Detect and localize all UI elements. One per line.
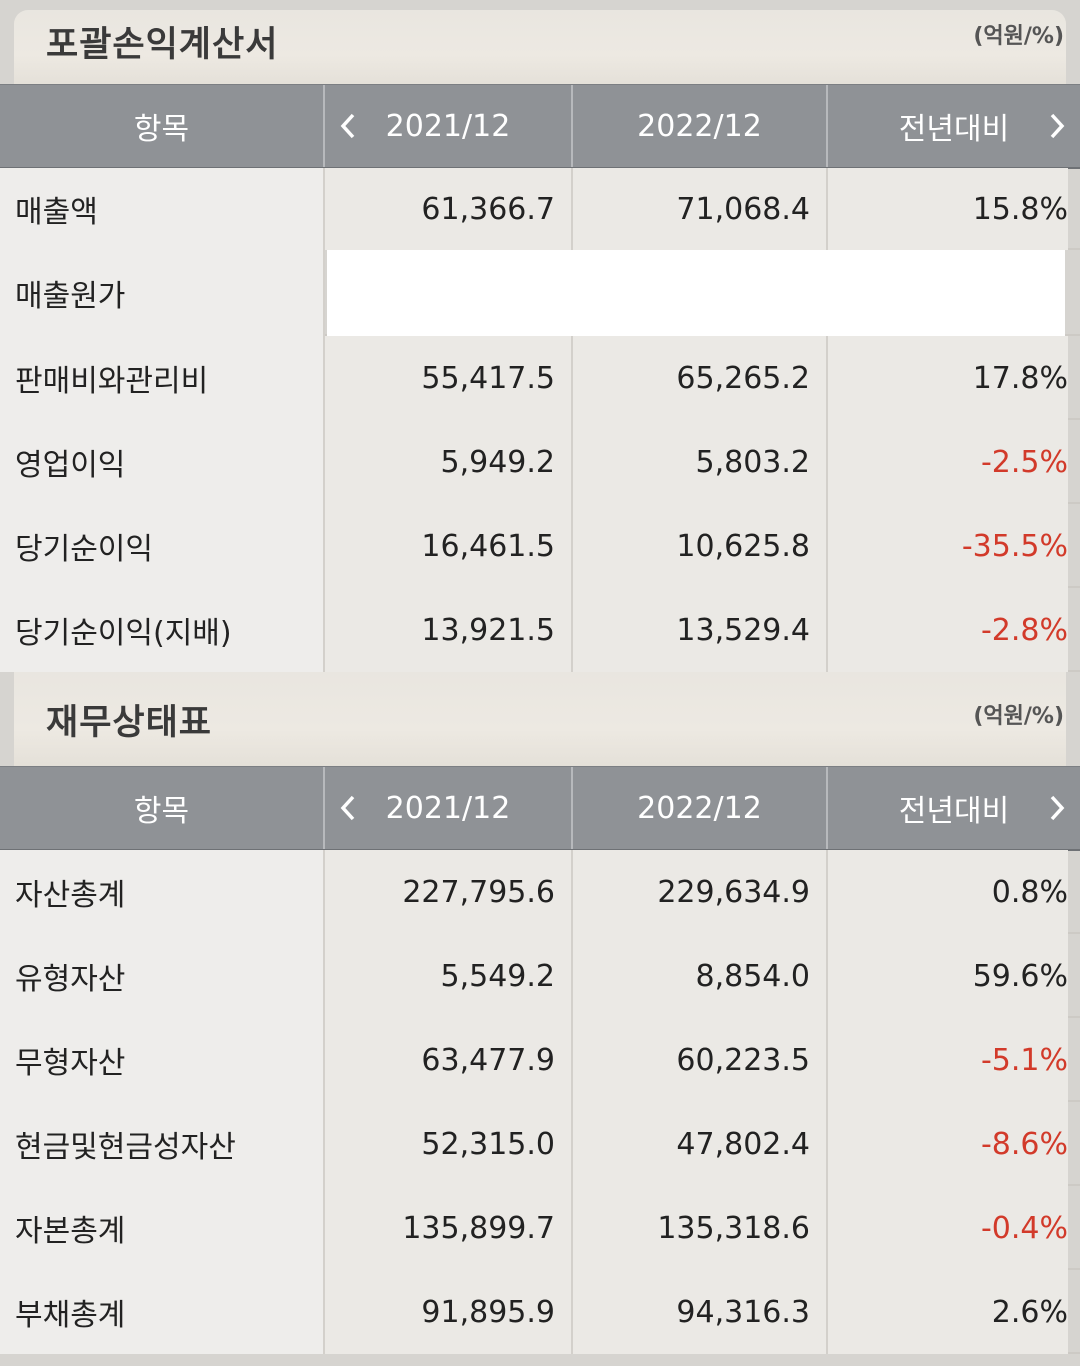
row-value-yoy: 2.6% [828, 1270, 1068, 1354]
row-value-2022: 5,803.2 [573, 420, 828, 504]
row-label: 부채총계 [0, 1270, 325, 1354]
row-value-2021: 135,899.7 [325, 1186, 573, 1270]
row-label: 무형자산 [0, 1018, 325, 1102]
income-header-row: 항목 2021/12 2022/12 전년대비 [0, 84, 1080, 169]
table-row: 유형자산 5,549.2 8,854.0 59.6% [0, 934, 1080, 1018]
row-label: 판매비와관리비 [0, 336, 325, 420]
row-value-2021: 13,921.5 [325, 588, 573, 672]
row-value-2021: 5,949.2 [325, 420, 573, 504]
table-row: 당기순이익(지배) 13,921.5 13,529.4 -2.8% [0, 588, 1080, 672]
income-header-yoy: 전년대비 [828, 85, 1080, 167]
row-value-2022: 229,634.9 [573, 850, 828, 934]
row-value-2022: 13,529.4 [573, 588, 828, 672]
row-value-2022: 8,854.0 [573, 934, 828, 1018]
table-row: 현금및현금성자산 52,315.0 47,802.4 -8.6% [0, 1102, 1080, 1186]
row-value-yoy: 59.6% [828, 934, 1068, 1018]
income-header-item: 항목 [0, 85, 325, 167]
table-row: 판매비와관리비 55,417.5 65,265.2 17.8% [0, 336, 1080, 420]
income-header-yoy-label: 전년대비 [898, 112, 1010, 147]
table-row: 무형자산 63,477.9 60,223.5 -5.1% [0, 1018, 1080, 1102]
table-row: 부채총계 91,895.9 94,316.3 2.6% [0, 1270, 1080, 1354]
balance-title-bar: 재무상태표 (억원/%) [14, 672, 1066, 768]
balance-section-title: 재무상태표 [46, 703, 213, 743]
chevron-left-icon[interactable] [333, 85, 363, 167]
table-row: 영업이익 5,949.2 5,803.2 -2.5% [0, 420, 1080, 504]
table-row: 당기순이익 16,461.5 10,625.8 -35.5% [0, 504, 1080, 588]
row-label: 매출액 [0, 168, 325, 250]
row-label: 자산총계 [0, 850, 325, 934]
balance-header-yoy-label: 전년대비 [898, 794, 1010, 829]
row-value-2021: 52,315.0 [325, 1102, 573, 1186]
row-value-2022: 71,068.4 [573, 168, 828, 250]
balance-header-y2: 2022/12 [573, 767, 828, 849]
row-value-2022: 10,625.8 [573, 504, 828, 588]
row-value-yoy: -2.8% [828, 588, 1068, 672]
row-value-2021: 63,477.9 [325, 1018, 573, 1102]
income-unit-label: (억원/%) [973, 24, 1064, 49]
row-value-2021: 16,461.5 [325, 504, 573, 588]
row-value-yoy: 0.8% [828, 850, 1068, 934]
row-value-yoy: -5.1% [828, 1018, 1068, 1102]
row-label: 당기순이익(지배) [0, 588, 325, 672]
table-row: 자산총계 227,795.6 229,634.9 0.8% [0, 850, 1080, 934]
chevron-left-icon[interactable] [333, 767, 363, 849]
balance-header-y1-label: 2021/12 [385, 790, 511, 826]
chevron-right-icon[interactable] [1042, 85, 1072, 167]
row-value-2022: 135,318.6 [573, 1186, 828, 1270]
balance-unit-label: (억원/%) [973, 704, 1064, 729]
row-value-2022: 94,316.3 [573, 1270, 828, 1354]
row-label: 자본총계 [0, 1186, 325, 1270]
row-value-2021: 5,549.2 [325, 934, 573, 1018]
row-value-2021: 55,417.5 [325, 336, 573, 420]
chevron-right-icon[interactable] [1042, 767, 1072, 849]
row-label: 매출원가 [0, 250, 325, 336]
income-header-y2: 2022/12 [573, 85, 828, 167]
row-value-2021: 91,895.9 [325, 1270, 573, 1354]
row-value-2021: 61,366.7 [325, 168, 573, 250]
row-value-yoy: 17.8% [828, 336, 1068, 420]
blank-value-area [327, 250, 1065, 336]
income-title-bar: 포괄손익계산서 (억원/%) [14, 10, 1066, 86]
row-value-2022: 65,265.2 [573, 336, 828, 420]
balance-header-y1: 2021/12 [325, 767, 573, 849]
row-value-yoy: 15.8% [828, 168, 1068, 250]
table-row: 자본총계 135,899.7 135,318.6 -0.4% [0, 1186, 1080, 1270]
income-header-y1-label: 2021/12 [385, 108, 511, 144]
row-value-yoy: -35.5% [828, 504, 1068, 588]
row-label: 영업이익 [0, 420, 325, 504]
row-value-yoy: -8.6% [828, 1102, 1068, 1186]
row-label: 당기순이익 [0, 504, 325, 588]
row-label: 유형자산 [0, 934, 325, 1018]
balance-header-item: 항목 [0, 767, 325, 849]
income-header-y1: 2021/12 [325, 85, 573, 167]
table-row: 매출액 61,366.7 71,068.4 15.8% [0, 168, 1080, 250]
row-value-2022: 47,802.4 [573, 1102, 828, 1186]
balance-header-row: 항목 2021/12 2022/12 전년대비 [0, 766, 1080, 851]
balance-header-yoy: 전년대비 [828, 767, 1080, 849]
row-value-2021: 227,795.6 [325, 850, 573, 934]
row-value-yoy: -2.5% [828, 420, 1068, 504]
row-value-yoy: -0.4% [828, 1186, 1068, 1270]
row-label: 현금및현금성자산 [0, 1102, 325, 1186]
income-section-title: 포괄손익계산서 [46, 25, 279, 65]
row-value-2022: 60,223.5 [573, 1018, 828, 1102]
